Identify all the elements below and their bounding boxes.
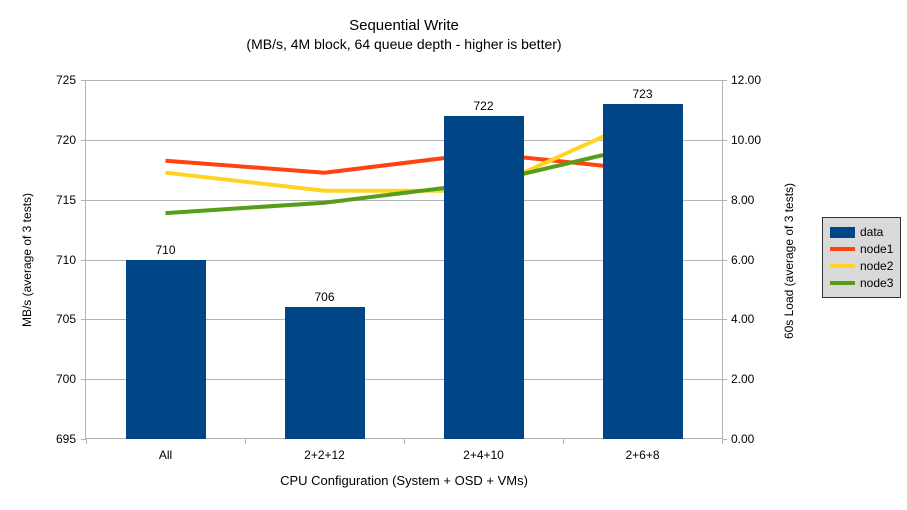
legend-item-label: node1 [860, 242, 894, 256]
right-axis-tick-label: 8.00 [731, 192, 755, 207]
right-axis-tick-label: 2.00 [731, 372, 755, 387]
legend-line-swatch [830, 264, 855, 268]
legend-item-node1: node1 [830, 241, 894, 257]
left-tick [81, 199, 86, 201]
bar-data [284, 307, 365, 439]
left-tick [81, 319, 86, 321]
left-axis-tick-label: 710 [55, 252, 76, 267]
right-tick [722, 379, 727, 381]
left-axis-title: MB/s (average of 3 tests) [20, 192, 34, 328]
right-axis-tick-label: 4.00 [731, 312, 755, 327]
right-axis-title: 60s Load (average of 3 tests) [782, 182, 796, 340]
title-block: Sequential Write (MB/s, 4M block, 64 que… [86, 16, 722, 54]
left-tick [81, 80, 86, 81]
x-axis-title: CPU Configuration (System + OSD + VMs) [280, 473, 528, 488]
right-tick [722, 439, 727, 440]
legend-item-label: data [860, 225, 884, 239]
bottom-tick [722, 439, 723, 444]
left-axis-tick-label: 700 [55, 372, 76, 387]
category-label: 2+4+10 [463, 448, 504, 462]
left-axis-tick-label: 725 [55, 73, 76, 87]
bottom-tick [404, 439, 405, 444]
left-tick [81, 439, 86, 440]
right-axis-tick-label: 6.00 [731, 252, 755, 267]
right-tick [722, 319, 727, 321]
gridline [86, 319, 722, 321]
legend-item-node2: node2 [830, 258, 894, 274]
gridline [86, 379, 722, 381]
left-axis-tick-label: 720 [55, 132, 76, 147]
bar-value-label: 723 [632, 86, 653, 101]
right-tick [722, 199, 727, 201]
left-tick [81, 139, 86, 141]
chart-subtitle: (MB/s, 4M block, 64 queue depth - higher… [246, 36, 562, 52]
category-label: 2+2+12 [304, 448, 345, 462]
legend-line-swatch [830, 281, 855, 285]
legend-item-label: node2 [860, 259, 894, 273]
gridline [86, 438, 722, 439]
legend-line-swatch [830, 247, 855, 251]
left-tick [81, 379, 86, 381]
chart-title: Sequential Write [349, 17, 459, 34]
right-tick [722, 80, 727, 81]
right-axis-tick-label: 10.00 [731, 132, 762, 147]
gridline [86, 80, 722, 81]
left-axis-line [85, 80, 86, 439]
bar-value-label: 722 [473, 98, 494, 113]
bottom-tick [245, 439, 246, 444]
legend-item-node3: node3 [830, 275, 894, 291]
right-axis-line [722, 80, 723, 439]
legend: data node1 node2 node3 [822, 217, 901, 298]
right-axis-tick-label: 12.00 [731, 73, 762, 87]
right-tick [722, 259, 727, 261]
bar-data [125, 259, 206, 439]
legend-bar-swatch [830, 226, 855, 238]
category-label: All [158, 448, 173, 462]
bar-value-label: 710 [155, 242, 176, 257]
bar-value-label: 706 [314, 290, 335, 305]
legend-item-data: data [830, 224, 894, 240]
gridline [86, 259, 722, 261]
left-axis-tick-label: 715 [55, 192, 76, 207]
bar-data [602, 103, 683, 439]
right-tick [722, 139, 727, 141]
left-axis-tick-label: 705 [55, 312, 76, 327]
bottom-tick [563, 439, 564, 444]
left-axis-tick-label: 695 [55, 432, 76, 446]
bottom-tick [86, 439, 87, 444]
right-axis-tick-label: 0.00 [731, 432, 755, 446]
category-label: 2+6+8 [625, 448, 660, 462]
legend-item-label: node3 [860, 276, 894, 290]
left-tick [81, 259, 86, 261]
bar-data [443, 115, 524, 439]
